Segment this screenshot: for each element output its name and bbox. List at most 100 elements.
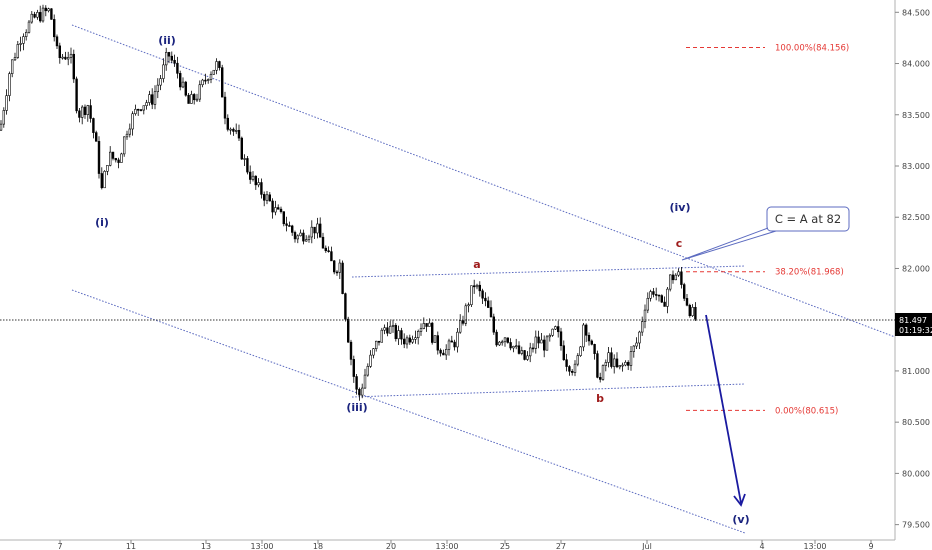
candle: [134, 104, 137, 116]
candle: [456, 327, 459, 353]
candle-body: [173, 59, 176, 64]
candle: [419, 323, 423, 336]
candle: [517, 341, 521, 355]
candle: [534, 330, 538, 354]
candle: [436, 331, 439, 355]
candle-body: [335, 271, 339, 274]
candle: [402, 333, 406, 349]
candle-body: [251, 175, 255, 180]
candle: [195, 93, 199, 102]
candle-body: [75, 78, 78, 112]
candle: [668, 274, 672, 292]
candle-body: [640, 321, 644, 333]
candle: [176, 56, 179, 79]
candle-body: [106, 165, 109, 172]
candle: [327, 246, 330, 253]
candle-body: [72, 53, 76, 80]
candle-body: [481, 290, 484, 299]
candle-body: [632, 345, 636, 352]
candle-body: [302, 232, 305, 242]
candle: [349, 339, 353, 366]
candle: [425, 323, 428, 332]
candle: [128, 123, 131, 138]
candle-body: [167, 52, 171, 57]
candle: [86, 104, 90, 122]
candle: [145, 99, 148, 110]
candle: [184, 80, 187, 97]
candle-body: [506, 337, 509, 343]
candle: [198, 80, 201, 102]
candle: [2, 107, 6, 128]
candle: [240, 136, 243, 160]
candle-body: [604, 362, 608, 366]
candle: [293, 230, 297, 243]
callout-annotation: C = A at 82: [681, 206, 850, 261]
candle: [313, 226, 316, 240]
candle: [394, 323, 397, 342]
candle-body: [649, 291, 652, 299]
candle-body: [666, 288, 669, 307]
candle-body: [394, 325, 397, 340]
candle: [179, 70, 182, 91]
candle: [691, 304, 694, 317]
candle-body: [411, 339, 414, 343]
candle: [47, 7, 50, 13]
candle: [495, 329, 498, 347]
callout-label: C = A at 82: [775, 212, 841, 226]
candle: [67, 51, 70, 66]
candle: [660, 294, 664, 304]
candle: [55, 34, 59, 49]
candle-body: [629, 351, 633, 366]
candle: [470, 285, 473, 307]
candle-body: [332, 260, 336, 273]
candle: [268, 192, 271, 202]
candle-body: [67, 57, 70, 60]
candle: [22, 33, 25, 51]
lower-channel-line: [71, 289, 746, 534]
candle-body: [450, 340, 453, 343]
candle: [526, 351, 529, 361]
candle: [439, 348, 442, 357]
candle: [215, 58, 218, 75]
candle-body: [38, 12, 42, 22]
candle-body: [137, 108, 140, 111]
candle-body: [310, 226, 313, 238]
candle-body: [652, 291, 655, 295]
candle-body: [19, 43, 22, 45]
candle-body: [176, 62, 179, 74]
candle: [243, 154, 246, 166]
candle: [579, 346, 582, 357]
x-tick-label: 13: [201, 542, 211, 550]
candle-body: [680, 271, 683, 285]
candle-body: [148, 94, 151, 103]
y-tick-label: 84.500: [902, 8, 930, 17]
candle: [528, 342, 532, 363]
candle: [383, 324, 386, 335]
candle-body: [618, 365, 622, 368]
candle-body: [11, 59, 14, 74]
candle-body: [237, 130, 241, 139]
candle-body: [5, 95, 8, 111]
candle: [251, 171, 255, 182]
candle: [372, 347, 375, 359]
candle-body: [565, 359, 568, 367]
candle-body: [13, 57, 17, 61]
candle-body: [83, 106, 87, 115]
candle-body: [534, 336, 538, 349]
candle-body: [304, 239, 308, 242]
candle: [33, 11, 36, 19]
candle: [478, 281, 481, 297]
candle: [83, 104, 87, 119]
candle: [498, 340, 501, 346]
candle: [593, 343, 596, 360]
candle: [125, 130, 129, 140]
candle: [596, 350, 599, 379]
candle-body: [232, 128, 235, 132]
candle-body: [352, 359, 355, 377]
x-tick-label: 7: [57, 542, 62, 550]
candle-body: [568, 366, 571, 372]
candle-body: [517, 345, 521, 354]
candle: [674, 273, 678, 281]
candle-body: [638, 331, 641, 344]
